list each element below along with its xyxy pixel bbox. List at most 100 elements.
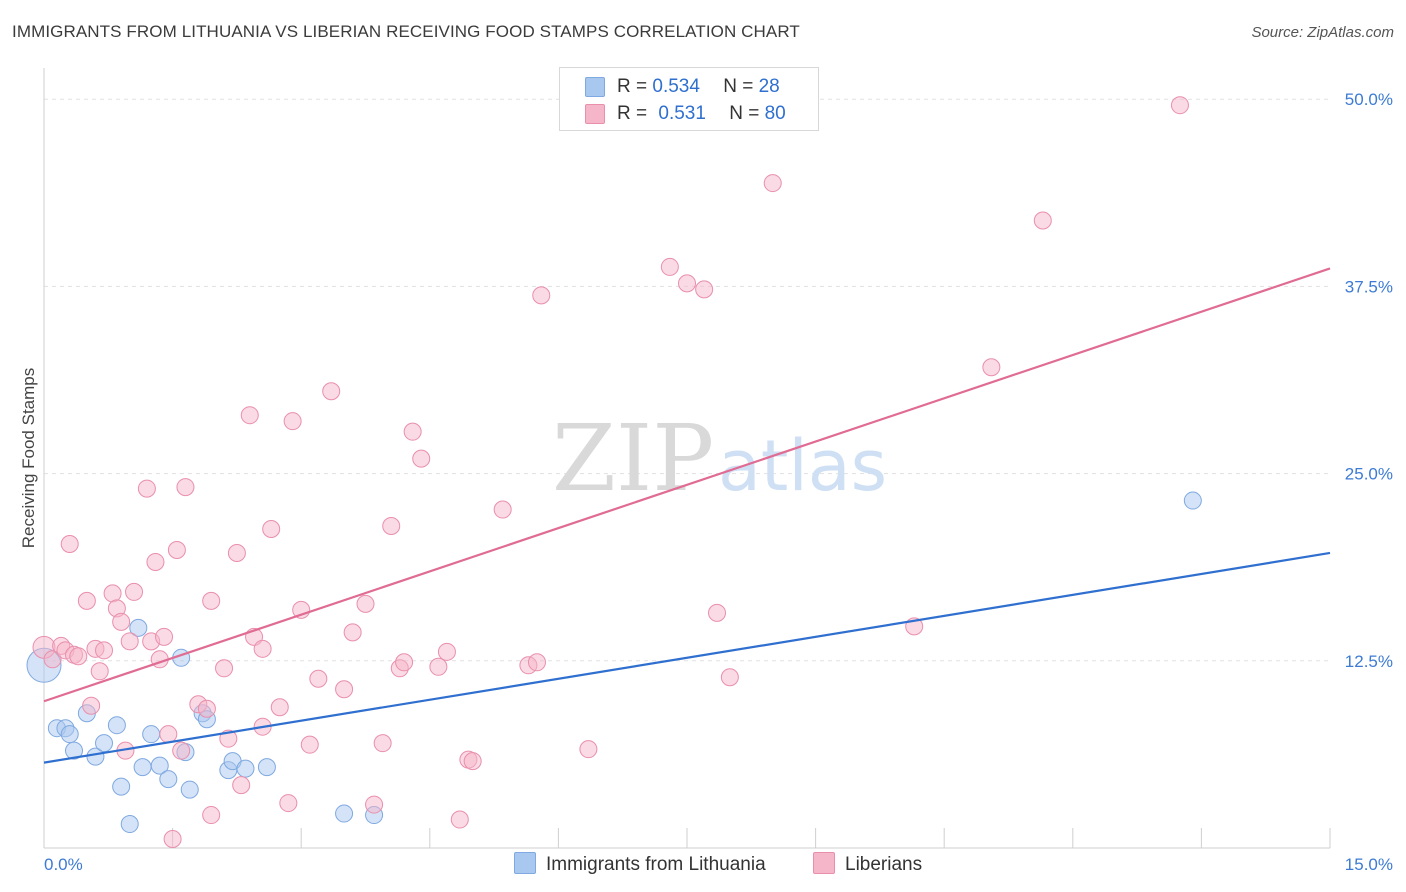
point-lithuania xyxy=(107,716,126,735)
x-tick-label: 0.0% xyxy=(44,855,83,874)
point-liberians xyxy=(253,639,272,658)
point-lithuania xyxy=(60,725,79,744)
legend-r-value: 0.534 xyxy=(652,76,700,97)
point-liberians xyxy=(579,740,598,759)
point-liberians xyxy=(60,534,79,553)
legend-r-label: R = xyxy=(617,103,648,124)
point-liberians xyxy=(322,382,341,401)
point-liberians xyxy=(493,500,512,519)
point-liberians xyxy=(112,612,131,631)
point-liberians xyxy=(82,696,101,715)
point-liberians xyxy=(270,698,289,717)
point-liberians xyxy=(77,591,96,610)
point-liberians xyxy=(155,627,174,646)
point-liberians xyxy=(95,641,114,660)
point-liberians xyxy=(373,734,392,753)
point-liberians xyxy=(300,735,319,754)
point-liberians xyxy=(172,741,191,760)
legend-n-value: 80 xyxy=(764,103,786,124)
point-liberians xyxy=(120,632,139,651)
trend-line-liberians xyxy=(43,267,1331,703)
point-liberians xyxy=(176,478,195,497)
point-liberians xyxy=(720,668,739,687)
point-lithuania xyxy=(180,780,199,799)
point-liberians xyxy=(463,752,482,771)
point-liberians xyxy=(215,659,234,678)
point-liberians xyxy=(309,669,328,688)
point-liberians xyxy=(395,653,414,672)
y-axis-label: Receiving Food Stamps xyxy=(19,368,38,548)
point-liberians xyxy=(1033,211,1052,230)
point-liberians xyxy=(382,517,401,536)
point-lithuania xyxy=(133,758,152,777)
legend-r-label: R = xyxy=(617,76,648,97)
point-liberians xyxy=(356,594,375,613)
legend-label-liberians: Liberians xyxy=(845,854,923,875)
data-points xyxy=(26,96,1202,849)
point-liberians xyxy=(137,479,156,498)
y-tick-label: 50.0% xyxy=(1345,90,1393,109)
point-liberians xyxy=(90,662,109,681)
point-liberians xyxy=(708,603,727,622)
y-tick-label: 25.0% xyxy=(1345,465,1393,484)
point-liberians xyxy=(365,795,384,814)
point-liberians xyxy=(527,653,546,672)
legend-r-value: 0.531 xyxy=(658,103,706,124)
point-liberians xyxy=(660,257,679,276)
point-lithuania xyxy=(120,815,139,834)
point-liberians xyxy=(125,582,144,601)
legend-item-liberians: Liberians xyxy=(813,852,922,876)
watermark: ZIP atlas xyxy=(552,405,887,512)
point-liberians xyxy=(982,358,1001,377)
point-liberians xyxy=(695,280,714,299)
legend-n-label: N = xyxy=(723,76,754,97)
legend-row-liberians: R = 0.531 N = 80 xyxy=(585,103,786,125)
point-lithuania xyxy=(159,770,178,789)
legend-n-value: 28 xyxy=(758,76,780,97)
tick-labels: 12.5% 25.0% 37.5% 50.0% 0.0% 15.0% xyxy=(44,90,1393,874)
point-liberians xyxy=(146,552,165,571)
point-liberians xyxy=(335,680,354,699)
legend-swatch-lithuania xyxy=(514,852,536,874)
y-tick-label: 12.5% xyxy=(1345,652,1393,671)
point-lithuania xyxy=(65,741,84,760)
point-lithuania xyxy=(95,734,114,753)
legend-swatch-liberians xyxy=(813,852,835,874)
x-tick-label: 15.0% xyxy=(1345,855,1393,874)
legend-row-lithuania: R = 0.534 N = 28 xyxy=(585,76,780,98)
point-liberians xyxy=(219,729,238,748)
legend-swatch-liberians xyxy=(585,104,605,124)
point-liberians xyxy=(202,806,221,825)
point-liberians xyxy=(240,406,259,425)
point-liberians xyxy=(279,794,298,813)
point-liberians xyxy=(450,810,469,829)
point-lithuania xyxy=(142,725,161,744)
point-liberians xyxy=(202,591,221,610)
point-liberians xyxy=(343,623,362,642)
source-credit: Source: ZipAtlas.com xyxy=(1251,24,1394,41)
point-lithuania xyxy=(236,759,255,778)
legend-item-lithuania: Immigrants from Lithuania xyxy=(514,852,766,876)
point-liberians xyxy=(262,520,281,539)
point-liberians xyxy=(163,830,182,849)
point-liberians xyxy=(197,699,216,718)
point-liberians xyxy=(678,274,696,293)
point-liberians xyxy=(283,412,302,431)
y-tick-label: 37.5% xyxy=(1345,277,1393,296)
watermark-zip: ZIP xyxy=(552,405,714,512)
point-liberians xyxy=(232,776,251,795)
point-lithuania xyxy=(1183,491,1202,510)
point-lithuania xyxy=(129,618,148,637)
legend-label-lithuania: Immigrants from Lithuania xyxy=(546,854,766,875)
point-lithuania xyxy=(150,756,169,775)
point-liberians xyxy=(167,540,186,559)
trend-lines xyxy=(43,267,1331,764)
point-liberians xyxy=(437,642,456,661)
point-liberians xyxy=(227,543,246,562)
point-liberians xyxy=(429,657,448,676)
trend-line-lithuania xyxy=(43,551,1331,764)
point-liberians xyxy=(532,286,551,305)
point-lithuania xyxy=(112,777,131,796)
stats-legend: R = 0.534 N = 28 R = 0.531 N = 80 xyxy=(559,67,819,131)
